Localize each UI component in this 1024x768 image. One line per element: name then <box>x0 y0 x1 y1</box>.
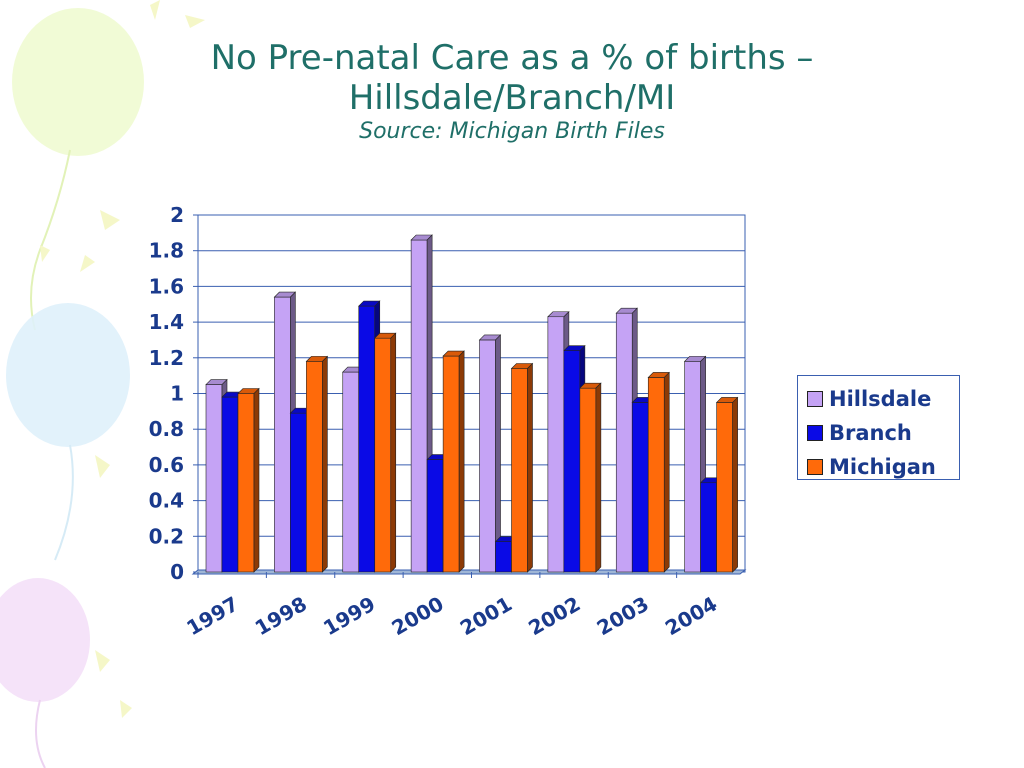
y-axis-ticks: 0 0.2 0.4 0.6 0.8 1 1.2 1.4 1.6 1.8 2 <box>149 203 184 584</box>
x-axis-ticks: 1997 1998 1999 2000 2001 2002 2003 2004 <box>182 592 721 641</box>
bar-front <box>631 402 649 573</box>
bar-side <box>495 334 501 573</box>
bar-front <box>647 377 665 573</box>
y-tick-label: 0.2 <box>149 524 184 548</box>
y-tick-label: 1.4 <box>149 310 184 334</box>
bar-front <box>205 384 223 573</box>
slide-subtitle: Source: Michigan Birth Files <box>359 119 665 144</box>
bar-front <box>700 482 717 573</box>
bar-michigan-2001 <box>510 362 534 573</box>
bar-michigan-2003 <box>647 371 670 573</box>
y-tick-label: 0.4 <box>149 489 184 513</box>
bar-front <box>511 368 528 573</box>
y-tick-label: 0.6 <box>149 453 184 477</box>
y-tick-label: 0.8 <box>149 417 184 441</box>
x-tick-label: 2001 <box>456 592 516 641</box>
bar-front <box>495 541 512 573</box>
legend-swatch-hillsdale <box>807 391 823 407</box>
y-tick-label: 1.2 <box>149 346 184 370</box>
bar-front <box>426 459 444 573</box>
bar-front <box>547 316 565 573</box>
legend-swatch-michigan <box>807 459 823 475</box>
bar-front <box>615 312 633 573</box>
bar-front <box>306 361 323 573</box>
x-tick-label: 2002 <box>524 592 584 641</box>
y-tick-label: 0 <box>170 560 184 584</box>
x-tick-label: 2000 <box>388 592 448 641</box>
slide-title-line-2: Hillsdale/Branch/MI <box>348 78 676 118</box>
x-tick-label: 1997 <box>182 592 242 641</box>
bar-michigan-1997 <box>237 387 260 573</box>
x-tick-label: 1998 <box>251 592 311 641</box>
bar-michigan-1998 <box>305 355 329 573</box>
bar-side <box>732 396 738 573</box>
slide-title-block: No Pre-natal Care as a % of births – Hil… <box>0 38 1024 146</box>
x-tick-label: 2003 <box>593 592 653 641</box>
legend-label-hillsdale: Hillsdale <box>829 387 932 411</box>
bar-side <box>390 332 397 573</box>
slide-title-line-1: No Pre-natal Care as a % of births – <box>210 38 814 78</box>
bar-side <box>253 387 260 573</box>
x-tick-label: 1999 <box>319 592 379 641</box>
bar-michigan-2000 <box>442 350 465 573</box>
legend-item-branch: Branch <box>807 416 959 450</box>
bar-front <box>579 387 597 573</box>
bar-front <box>442 355 460 573</box>
x-tick-label: 2004 <box>661 592 721 641</box>
bar-side <box>595 382 602 573</box>
bar-front <box>684 361 701 573</box>
bar-michigan-2004 <box>715 396 739 573</box>
legend-item-hillsdale: Hillsdale <box>807 382 959 416</box>
chart-floor <box>191 569 747 575</box>
bar-michigan-2002 <box>579 382 602 573</box>
bar-front <box>716 402 733 573</box>
chart-bars <box>205 234 739 573</box>
y-tick-label: 1 <box>170 382 184 406</box>
bar-front <box>221 396 239 573</box>
bar-front <box>274 296 291 573</box>
bar-side <box>527 362 533 573</box>
chart-legend: Hillsdale Branch Michigan <box>797 375 960 480</box>
bar-front <box>237 393 255 573</box>
bar-front <box>290 412 307 573</box>
legend-label-branch: Branch <box>829 421 912 445</box>
y-tick-label: 1.8 <box>149 239 184 263</box>
legend-label-michigan: Michigan <box>829 455 936 479</box>
bar-side <box>322 355 328 573</box>
bar-front <box>374 337 392 573</box>
bar-front <box>563 350 581 573</box>
bar-side <box>663 371 670 573</box>
legend-swatch-branch <box>807 425 823 441</box>
y-tick-label: 2 <box>170 203 184 227</box>
bar-hillsdale-2001 <box>478 334 502 573</box>
bar-front <box>479 339 496 573</box>
y-tick-label: 1.6 <box>149 274 184 298</box>
bar-front <box>410 239 428 573</box>
bar-front <box>342 371 360 573</box>
bar-side <box>458 350 465 573</box>
legend-item-michigan: Michigan <box>807 450 959 484</box>
bar-front <box>358 305 376 573</box>
bar-michigan-1999 <box>374 332 397 573</box>
